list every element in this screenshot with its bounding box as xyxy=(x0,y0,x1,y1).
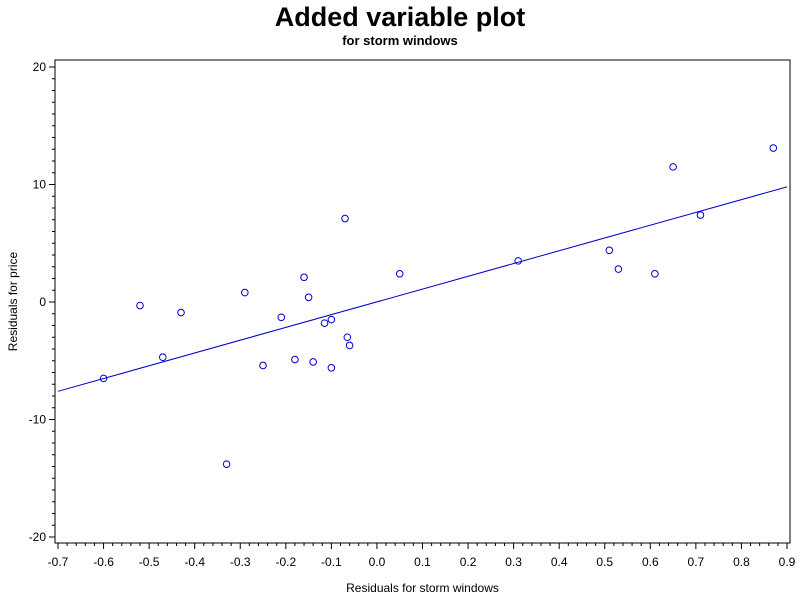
data-point xyxy=(769,144,778,152)
plot-frame xyxy=(54,59,791,544)
data-point xyxy=(309,358,317,366)
y-major-ticks xyxy=(49,66,55,538)
x-tick-label: -0.2 xyxy=(275,555,296,569)
data-point xyxy=(343,333,352,342)
data-point xyxy=(320,319,329,327)
data-point xyxy=(177,308,185,317)
x-tick-label: -0.3 xyxy=(230,555,251,569)
y-tick-labels: -20 -10 0 10 20 xyxy=(29,60,47,544)
data-point xyxy=(304,293,313,302)
x-tick-label: 0.7 xyxy=(688,555,705,569)
x-tick-label: 0.5 xyxy=(596,555,613,569)
data-point xyxy=(395,270,404,278)
y-axis-title: Residuals for price xyxy=(6,251,20,351)
data-point xyxy=(222,460,231,468)
data-point xyxy=(514,257,522,265)
x-tick-labels: -0.7 -0.6 -0.5 -0.4 -0.3 -0.2 -0.1 0.0 0.1 0.2 0.3… xyxy=(48,555,796,569)
y-tick-label: -10 xyxy=(29,413,47,427)
data-point xyxy=(99,374,108,383)
data-points xyxy=(99,144,778,468)
data-point xyxy=(341,214,349,223)
data-point xyxy=(605,246,614,255)
data-point xyxy=(136,301,144,310)
data-point xyxy=(277,313,286,322)
x-major-ticks xyxy=(57,543,788,549)
x-tick-label: -0.1 xyxy=(321,555,342,569)
x-tick-label: 0.3 xyxy=(505,555,522,569)
data-point xyxy=(327,315,336,324)
data-point xyxy=(291,355,299,364)
data-point xyxy=(327,364,336,372)
x-axis-title: Residuals for storm windows xyxy=(346,581,499,595)
x-tick-label: -0.4 xyxy=(184,555,205,569)
x-tick-label: 0.8 xyxy=(733,555,750,569)
data-point xyxy=(345,341,354,350)
x-tick-label: 0.0 xyxy=(369,555,386,569)
data-point xyxy=(651,270,659,278)
data-point xyxy=(669,163,677,171)
data-point xyxy=(696,211,705,219)
chart-title: Added variable plot xyxy=(274,2,526,32)
x-tick-label: -0.7 xyxy=(48,555,69,569)
x-tick-label: 0.4 xyxy=(551,555,568,569)
x-tick-label: -0.5 xyxy=(139,555,160,569)
y-tick-label: 20 xyxy=(33,60,47,74)
regression-line xyxy=(57,186,788,392)
y-tick-label: -20 xyxy=(29,530,47,544)
x-tick-label: 0.6 xyxy=(642,555,659,569)
x-tick-label: -0.6 xyxy=(93,555,114,569)
data-point xyxy=(300,273,308,282)
chart-subtitle: for storm windows xyxy=(342,33,458,48)
x-tick-label: 0.2 xyxy=(460,555,477,569)
data-point xyxy=(158,353,167,362)
data-point xyxy=(241,288,249,297)
data-point xyxy=(259,361,267,370)
x-tick-label: 0.9 xyxy=(779,555,796,569)
y-tick-label: 10 xyxy=(33,178,47,192)
y-tick-label: 0 xyxy=(39,295,46,309)
x-tick-label: 0.1 xyxy=(414,555,431,569)
data-point xyxy=(614,265,623,273)
